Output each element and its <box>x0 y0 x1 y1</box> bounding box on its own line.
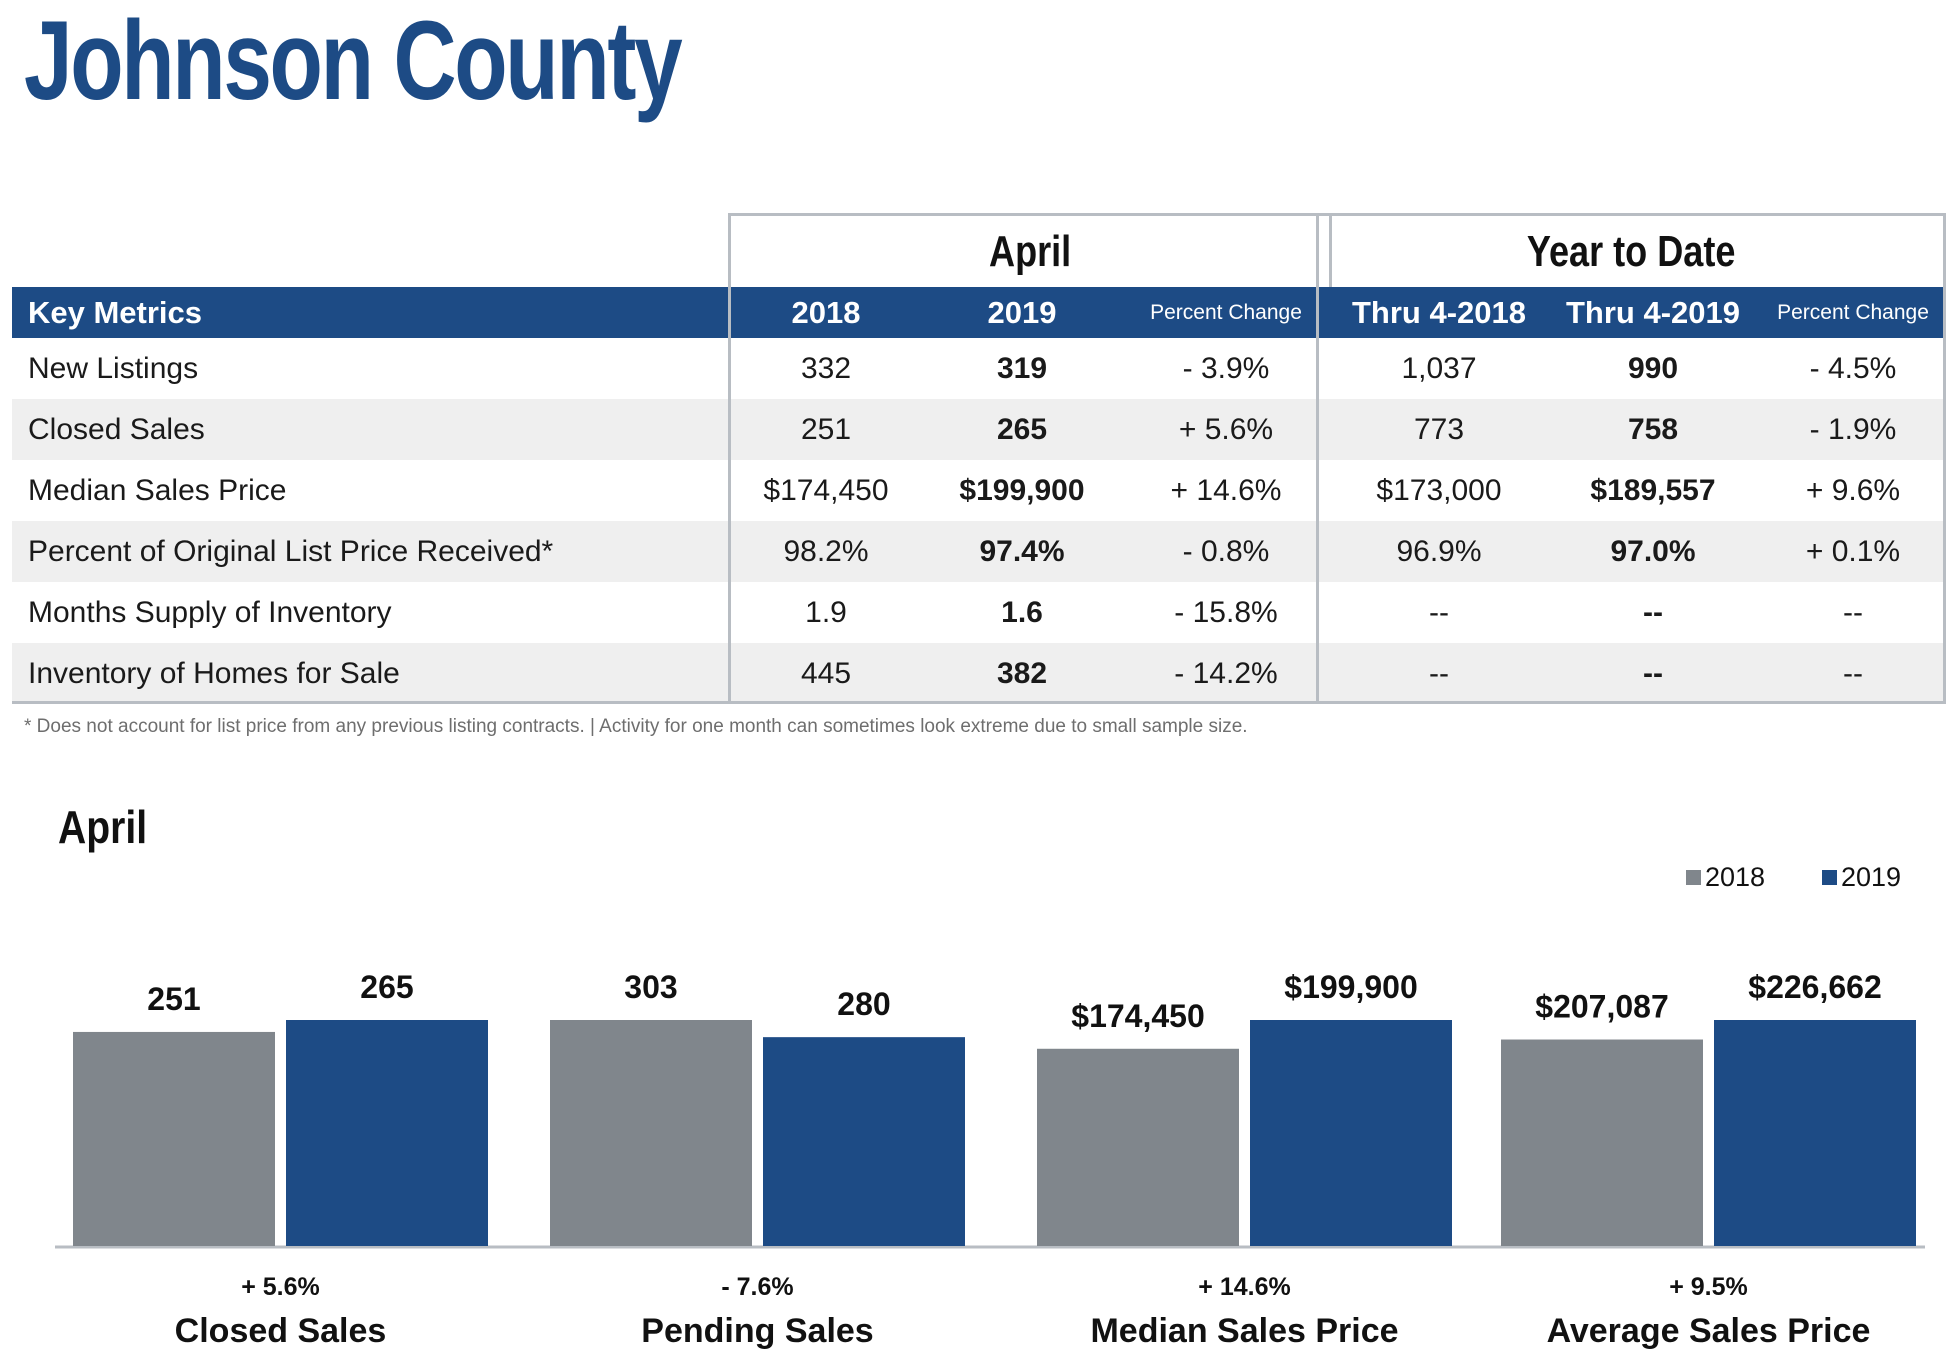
legend-swatch <box>1822 870 1837 885</box>
table-bottom-rule <box>12 701 1946 704</box>
bar-2019 <box>763 1037 965 1246</box>
metric-name-cell: Percent of Original List Price Received* <box>28 534 554 568</box>
metric-name-cell: Median Sales Price <box>28 473 287 507</box>
table-row: Closed Sales 251 265 + 5.6% 773 758 - 1.9% <box>12 399 1946 460</box>
metric-name-cell: Inventory of Homes for Sale <box>28 656 400 690</box>
table-cell: -- <box>1643 656 1663 690</box>
group-header-april: April <box>728 213 1332 287</box>
column-header: 2018 <box>791 294 861 330</box>
table-cell: + 14.6% <box>1170 473 1282 507</box>
column-header: Thru 4-2019 <box>1565 294 1740 330</box>
column-header: Percent Change <box>1150 300 1302 324</box>
data-label: 265 <box>360 969 413 1005</box>
table-cell: $173,000 <box>1376 473 1502 507</box>
page-title: Johnson County <box>24 0 683 123</box>
table-cell: 265 <box>996 412 1048 446</box>
legend-swatch <box>1686 870 1701 885</box>
chart-section-title: April <box>58 801 148 853</box>
table-cell: 97.0% <box>1610 534 1696 568</box>
bar-2018 <box>1037 1048 1239 1246</box>
table-cell: $189,557 <box>1590 473 1716 507</box>
table-cell: - 15.8% <box>1174 595 1278 629</box>
data-label: 251 <box>147 981 200 1017</box>
table-row: Percent of Original List Price Received*… <box>12 521 1946 582</box>
table-divider <box>728 213 731 704</box>
table-cell: $174,450 <box>763 473 889 507</box>
table-cell: - 14.2% <box>1174 656 1278 690</box>
table-footnote: * Does not account for list price from a… <box>24 716 1248 737</box>
data-label: $199,900 <box>1284 969 1417 1005</box>
column-header: 2019 <box>987 294 1057 330</box>
table-row: Inventory of Homes for Sale 445 382 - 14.2%… <box>12 643 1946 704</box>
bar-chart: 251 265 + 5.6% Closed Sales 303 280 - 7.6% Pend… <box>55 969 1925 1350</box>
table-cell: $199,900 <box>959 473 1085 507</box>
table-cell: -- <box>1429 595 1449 629</box>
metric-name-cell: Closed Sales <box>28 412 205 446</box>
table-cell: -- <box>1429 656 1449 690</box>
table-row: Months Supply of Inventory 1.9 1.6 - 15.8% -… <box>12 582 1946 643</box>
data-label: 280 <box>837 986 890 1022</box>
percent-change-label: + 9.5% <box>1669 1273 1748 1301</box>
table-cell: 382 <box>996 656 1048 690</box>
data-label: $226,662 <box>1748 969 1881 1005</box>
table-cell: - 0.8% <box>1182 534 1270 568</box>
table-cell: -- <box>1643 595 1663 629</box>
table-divider <box>1943 213 1946 704</box>
column-header: Thru 4-2018 <box>1351 294 1526 330</box>
percent-change-label: + 14.6% <box>1198 1273 1290 1301</box>
group-header-ytd: Year to Date <box>1316 213 1946 287</box>
table-cell: -- <box>1843 595 1863 629</box>
table-row: Median Sales Price $174,450 $199,900 + 14.6… <box>12 460 1946 521</box>
bar-2018 <box>73 1031 275 1246</box>
bar-2019 <box>286 1020 488 1246</box>
category-label: Pending Sales <box>641 1312 873 1350</box>
category-label: Average Sales Price <box>1547 1312 1871 1350</box>
bar-2018 <box>1501 1039 1703 1246</box>
table-cell: 98.2% <box>783 534 869 568</box>
table-cell: + 5.6% <box>1178 412 1274 446</box>
table-cell: 1.6 <box>1001 595 1043 629</box>
category-label: Closed Sales <box>175 1312 387 1350</box>
table-cell: 990 <box>1627 351 1679 385</box>
table-cell: -- <box>1843 656 1863 690</box>
table-cell: + 9.6% <box>1805 473 1901 507</box>
table-cell: 96.9% <box>1396 534 1482 568</box>
table-cell: 445 <box>800 656 852 690</box>
table-cell: 758 <box>1627 412 1679 446</box>
bar-2019 <box>1714 1020 1916 1246</box>
category-label: Median Sales Price <box>1090 1312 1398 1350</box>
table-cell: 1,037 <box>1401 351 1477 385</box>
table-cell: 319 <box>996 351 1048 385</box>
table-cell: + 0.1% <box>1805 534 1901 568</box>
table-cell: 97.4% <box>979 534 1065 568</box>
table-cell: 1.9 <box>805 595 847 629</box>
bar-2019 <box>1250 1020 1452 1246</box>
data-label: 303 <box>624 969 677 1005</box>
data-label: $207,087 <box>1535 989 1668 1025</box>
table-divider <box>1316 213 1319 704</box>
table-cell: 773 <box>1413 412 1465 446</box>
table-cell: - 1.9% <box>1809 412 1897 446</box>
legend-item-2018: 2018 <box>1686 862 1765 893</box>
table-header-row: Key Metrics 2018 2019 Percent Change Thr… <box>12 287 1946 338</box>
table-cell: 251 <box>800 412 852 446</box>
table-cell: - 3.9% <box>1182 351 1270 385</box>
table-cell: - 4.5% <box>1809 351 1897 385</box>
column-header: Percent Change <box>1777 300 1929 324</box>
data-label: $174,450 <box>1071 998 1204 1034</box>
percent-change-label: + 5.6% <box>241 1273 320 1301</box>
legend-label: 2019 <box>1841 862 1902 892</box>
legend-label: 2018 <box>1705 862 1766 892</box>
metric-name-cell: Months Supply of Inventory <box>28 595 392 629</box>
metric-name-cell: New Listings <box>28 351 199 385</box>
legend-item-2019: 2019 <box>1822 862 1901 893</box>
percent-change-label: - 7.6% <box>721 1273 793 1301</box>
bar-2018 <box>550 1020 752 1246</box>
table-row: New Listings 332 319 - 3.9% 1,037 990 - 4.5% <box>12 338 1946 399</box>
column-header: Key Metrics <box>28 294 203 330</box>
table-cell: 332 <box>800 351 852 385</box>
